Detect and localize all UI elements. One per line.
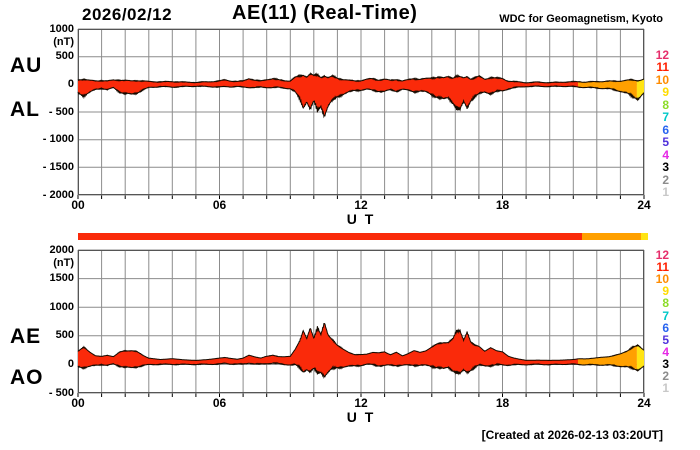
yaxis-tick-label: - 2000 (42, 188, 74, 201)
station-count-legend-item: 8 (662, 296, 669, 311)
au-curve (77, 72, 645, 84)
yaxis-tick-label: 1000 (49, 22, 74, 35)
yaxis-tick-label: 0 (67, 77, 74, 90)
grid (77, 28, 645, 199)
ae-ao-chart (77, 249, 645, 397)
ao-curve (77, 361, 644, 379)
yaxis-tick-label: 2000 (49, 243, 74, 256)
yaxis-tick-label: - 1500 (42, 160, 74, 173)
station-count-legend-item: 4 (662, 147, 669, 162)
station-count-legend-item: 5 (662, 332, 669, 347)
xaxis-tick-label: 00 (71, 198, 85, 212)
al-curve (77, 85, 645, 119)
label-ae: AE (10, 325, 42, 348)
xaxis-label-bottom: U T (346, 409, 376, 425)
station-count-legend-item: 2 (662, 369, 669, 383)
station-count-legend-item: 12 (655, 248, 669, 262)
label-al: AL (10, 98, 40, 121)
filled-band-9-stations (636, 79, 644, 100)
plot-date: 2026/02/12 (82, 5, 173, 24)
station-count-legend-item: 10 (655, 72, 669, 87)
xaxis-tick-label: 18 (495, 396, 510, 410)
quality-bar-segment-11-stations (78, 233, 582, 240)
page-title: AE(11) (Real-Time) (232, 2, 418, 24)
filled-band-11-stations (78, 73, 578, 117)
station-count-legend-item: 11 (656, 260, 669, 275)
station-count-legend-item: 1 (662, 381, 669, 396)
xaxis-tick-label: 24 (637, 396, 651, 410)
ae-curve (77, 323, 645, 361)
station-count-legend-item: 1 (662, 184, 669, 199)
data-source: WDC for Geomagnetism, Kyoto (499, 13, 663, 25)
quality-bar-segment-9-stations (640, 233, 648, 240)
yaxis-tick-label: (nT) (53, 256, 74, 269)
station-count-legend-item: 6 (662, 320, 669, 335)
station-count-legend-item: 7 (662, 308, 669, 323)
label-ao: AO (10, 366, 44, 389)
xaxis-tick-label: 12 (354, 396, 368, 410)
xaxis-tick-label: 12 (354, 198, 368, 212)
station-count-legend-item: 9 (662, 284, 669, 299)
filled-band-9-stations (636, 344, 644, 371)
xaxis-tick-label: 00 (71, 396, 85, 410)
quality-bar-segment-10-stations (581, 233, 641, 240)
yaxis-tick-label: (nT) (53, 35, 74, 48)
yaxis-tick-label: - 500 (48, 386, 74, 399)
yaxis-tick-label: 500 (55, 50, 74, 63)
station-count-legend-item: 10 (655, 272, 669, 287)
station-count-legend-item: 4 (662, 344, 669, 359)
station-count-legend-item: 3 (662, 356, 669, 371)
station-count-legend-item: 9 (662, 85, 669, 100)
yaxis-tick-label: 500 (55, 329, 74, 342)
station-count-legend-item: 8 (662, 97, 669, 112)
xaxis-tick-label: 06 (212, 198, 227, 212)
created-timestamp: [Created at 2026-02-13 03:20UT] (481, 428, 663, 442)
yaxis-tick-label: - 500 (48, 105, 74, 118)
station-count-legend-item: 5 (662, 135, 669, 150)
station-count-legend-item: 7 (662, 110, 669, 125)
au-al-chart (77, 28, 645, 199)
label-au: AU (10, 54, 43, 77)
yaxis-tick-label: 1000 (49, 300, 74, 313)
station-count-legend-item: 12 (655, 48, 669, 62)
xaxis-tick-label: 24 (637, 198, 651, 212)
station-count-legend-item: 3 (662, 160, 669, 175)
xaxis-tick-label: 06 (212, 396, 227, 410)
filled-band-10-stations (577, 79, 637, 100)
station-count-legend-item: 6 (662, 122, 669, 137)
xaxis-label-top: U T (346, 211, 376, 227)
station-quality-bar (78, 233, 648, 240)
station-count-legend-item: 11 (656, 60, 669, 75)
xaxis-tick-label: 18 (495, 198, 510, 212)
grid (77, 249, 645, 397)
yaxis-tick-label: 0 (67, 357, 74, 370)
yaxis-tick-label: - 1000 (42, 133, 74, 146)
station-count-legend-item: 2 (662, 172, 669, 187)
yaxis-tick-label: 1500 (49, 272, 74, 285)
